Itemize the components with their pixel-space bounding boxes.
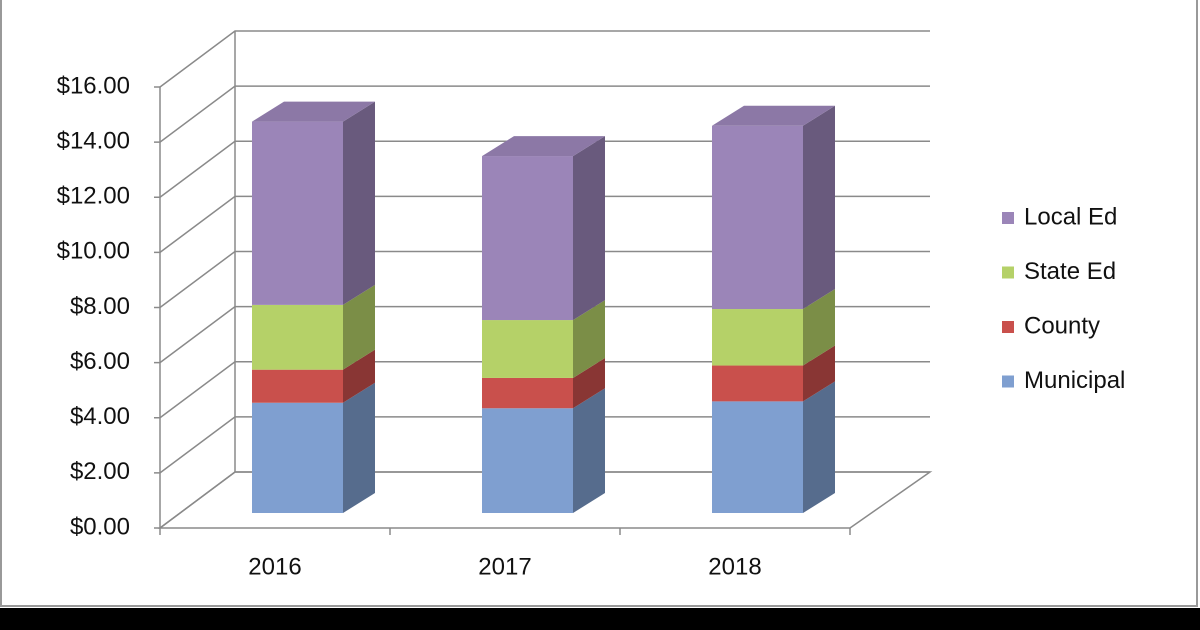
bar-top bbox=[482, 136, 605, 157]
bar-segment-side bbox=[803, 345, 835, 402]
bar-segment-side bbox=[573, 357, 605, 409]
bar-segment bbox=[712, 365, 803, 402]
x-tick-label: 2018 bbox=[708, 553, 761, 580]
legend-swatch bbox=[1002, 266, 1014, 279]
bar-segment bbox=[252, 369, 343, 403]
bar-segment-side bbox=[573, 300, 605, 378]
bar-segment bbox=[482, 156, 573, 321]
y-tick-label: $12.00 bbox=[57, 183, 130, 210]
bar-segment-side bbox=[343, 349, 375, 403]
bar-segment bbox=[712, 125, 803, 310]
x-tick-label: 2017 bbox=[478, 553, 531, 580]
y-tick-label: $16.00 bbox=[57, 72, 130, 99]
y-tick-label: $14.00 bbox=[57, 127, 130, 154]
bar-top bbox=[252, 101, 375, 122]
y-tick-label: $6.00 bbox=[70, 348, 130, 375]
legend-label: State Ed bbox=[1024, 258, 1116, 285]
y-tick-label: $2.00 bbox=[70, 458, 130, 485]
legend-label: County bbox=[1024, 312, 1100, 339]
bar-segment-side bbox=[573, 136, 605, 321]
bar-top bbox=[712, 105, 835, 126]
y-tick-label: $4.00 bbox=[70, 403, 130, 430]
bar-segment-side bbox=[803, 105, 835, 310]
bar-segment-side bbox=[573, 388, 605, 513]
legend-swatch bbox=[1002, 212, 1014, 224]
chart-frame bbox=[0, 0, 1198, 607]
bar-segment bbox=[482, 408, 573, 513]
bar-segment bbox=[712, 309, 803, 366]
bar-segment-side bbox=[343, 101, 375, 305]
bar-segment bbox=[482, 320, 573, 378]
legend-swatch bbox=[1002, 321, 1014, 333]
y-tick-label: $0.00 bbox=[70, 513, 130, 540]
bar-segment bbox=[252, 121, 343, 305]
legend-label: Municipal bbox=[1024, 367, 1125, 394]
bar-segment bbox=[482, 377, 573, 409]
bar-segment bbox=[712, 401, 803, 513]
bar-segment-side bbox=[803, 289, 835, 366]
bar-segment-side bbox=[803, 381, 835, 513]
legend-swatch bbox=[1002, 375, 1014, 388]
x-tick-label: 2016 bbox=[248, 553, 301, 580]
bar-segment-side bbox=[343, 382, 375, 513]
bar-segment-side bbox=[343, 284, 375, 370]
y-tick-label: $10.00 bbox=[57, 238, 130, 265]
legend-label: Local Ed bbox=[1024, 203, 1117, 230]
bottom-band bbox=[0, 608, 1200, 630]
bar-segment bbox=[252, 304, 343, 370]
bar-segment bbox=[252, 402, 343, 513]
y-tick-label: $8.00 bbox=[70, 293, 130, 320]
